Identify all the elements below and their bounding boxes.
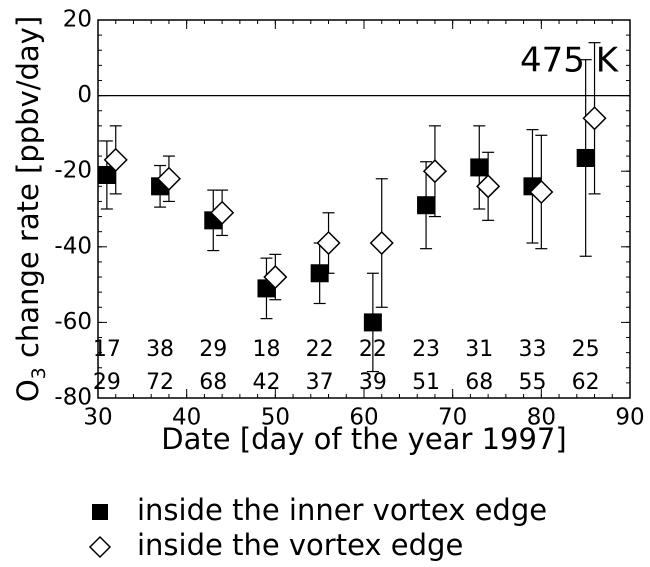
point bbox=[582, 106, 607, 131]
legend-label: inside the inner vortex edge bbox=[137, 493, 547, 527]
point bbox=[97, 165, 116, 184]
count-label: 39 bbox=[359, 370, 387, 395]
point bbox=[316, 230, 341, 256]
x-tick-label: 60 bbox=[349, 405, 378, 431]
count-label: 55 bbox=[518, 370, 546, 395]
annotation: 475 K bbox=[520, 41, 620, 81]
y-label-rest: change rate [ppbv/day] bbox=[11, 16, 45, 367]
count-label: 22 bbox=[359, 337, 387, 362]
point bbox=[422, 159, 447, 184]
y-tick-label: 20 bbox=[63, 7, 92, 33]
point bbox=[363, 313, 382, 332]
x-tick-label: 90 bbox=[615, 405, 644, 431]
y-tick-label: -20 bbox=[54, 158, 92, 184]
point bbox=[263, 264, 288, 290]
y-tick-label: -80 bbox=[54, 385, 92, 411]
point bbox=[529, 179, 554, 205]
count-label: 31 bbox=[465, 337, 493, 362]
y-tick-label: -60 bbox=[54, 309, 92, 335]
count-label: 51 bbox=[412, 370, 440, 395]
count-label: 68 bbox=[465, 370, 493, 395]
count-label: 72 bbox=[146, 370, 174, 395]
count-label: 25 bbox=[572, 337, 600, 362]
point bbox=[576, 148, 595, 167]
x-tick-label: 70 bbox=[438, 405, 467, 431]
count-label: 37 bbox=[306, 370, 334, 395]
count-label: 23 bbox=[412, 337, 440, 362]
legend-label: inside the vortex edge bbox=[137, 528, 463, 562]
point bbox=[103, 147, 128, 172]
x-tick-label: 30 bbox=[83, 405, 112, 431]
count-label: 22 bbox=[306, 337, 334, 362]
legend-marker bbox=[92, 504, 108, 520]
count-label: 29 bbox=[93, 370, 121, 395]
y-label-main: O bbox=[11, 379, 45, 402]
y-tick-label: 0 bbox=[77, 82, 92, 108]
y-label-sub: 3 bbox=[28, 367, 50, 379]
point bbox=[310, 264, 329, 283]
point bbox=[417, 196, 436, 215]
point bbox=[476, 174, 501, 199]
count-label: 29 bbox=[199, 337, 227, 362]
point bbox=[156, 166, 181, 191]
count-label: 38 bbox=[146, 337, 174, 362]
x-tick-label: 40 bbox=[172, 405, 201, 431]
x-tick-label: 80 bbox=[527, 405, 556, 431]
count-label: 17 bbox=[93, 337, 121, 362]
x-axis-label: Date [day of the year 1997] bbox=[161, 422, 566, 456]
x-tick-label: 50 bbox=[261, 405, 290, 431]
legend-marker bbox=[88, 535, 112, 559]
count-label: 62 bbox=[572, 370, 600, 395]
count-label: 42 bbox=[252, 370, 280, 395]
count-label: 18 bbox=[252, 337, 280, 362]
point bbox=[210, 200, 235, 225]
y-tick-label: -40 bbox=[54, 233, 92, 259]
count-label: 68 bbox=[199, 370, 227, 395]
point bbox=[470, 158, 489, 177]
y-axis-label: O3 change rate [ppbv/day] bbox=[11, 16, 50, 402]
point bbox=[369, 230, 394, 256]
count-label: 33 bbox=[518, 337, 546, 362]
